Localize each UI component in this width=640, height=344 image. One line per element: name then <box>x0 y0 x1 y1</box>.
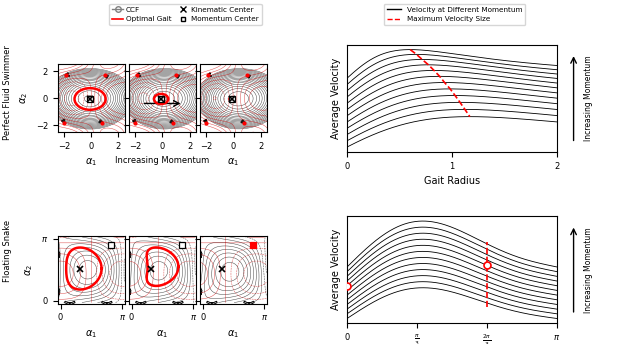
Polygon shape <box>198 249 202 255</box>
Polygon shape <box>175 302 180 304</box>
X-axis label: $\alpha_1$: $\alpha_1$ <box>156 328 168 340</box>
Polygon shape <box>63 119 65 123</box>
Polygon shape <box>129 289 130 294</box>
Polygon shape <box>175 75 179 76</box>
Polygon shape <box>207 75 211 76</box>
Polygon shape <box>136 75 140 76</box>
Polygon shape <box>136 301 141 305</box>
Polygon shape <box>65 301 70 305</box>
Polygon shape <box>246 75 250 78</box>
Polygon shape <box>198 286 202 291</box>
Polygon shape <box>249 301 254 305</box>
Polygon shape <box>138 302 143 304</box>
Polygon shape <box>100 120 103 123</box>
Text: Floating Snake: Floating Snake <box>3 220 12 282</box>
Y-axis label: Average Velocity: Average Velocity <box>332 58 342 139</box>
X-axis label: $\alpha_1$: $\alpha_1$ <box>227 157 239 168</box>
X-axis label: Gait Radius: Gait Radius <box>424 176 480 186</box>
Polygon shape <box>134 119 136 123</box>
Polygon shape <box>178 301 183 305</box>
Polygon shape <box>127 249 131 255</box>
Polygon shape <box>56 249 60 255</box>
Polygon shape <box>129 252 130 257</box>
Text: Increasing Momentum: Increasing Momentum <box>584 227 593 313</box>
X-axis label: $\alpha_1$: $\alpha_1$ <box>85 157 97 168</box>
Polygon shape <box>209 302 214 304</box>
Polygon shape <box>132 120 136 123</box>
Y-axis label: Average Velocity: Average Velocity <box>332 229 342 310</box>
Polygon shape <box>127 254 131 260</box>
Polygon shape <box>61 120 65 123</box>
Polygon shape <box>204 120 207 123</box>
Polygon shape <box>198 291 202 297</box>
X-axis label: Increasing Momentum: Increasing Momentum <box>115 157 209 165</box>
Polygon shape <box>58 252 59 257</box>
Polygon shape <box>67 302 72 304</box>
Polygon shape <box>242 120 245 123</box>
Polygon shape <box>136 73 140 76</box>
X-axis label: $\alpha_1$: $\alpha_1$ <box>85 328 97 340</box>
Polygon shape <box>56 254 60 260</box>
Polygon shape <box>173 301 178 305</box>
Polygon shape <box>56 291 60 297</box>
Y-axis label: $\alpha_2$: $\alpha_2$ <box>24 264 35 276</box>
Polygon shape <box>200 289 201 294</box>
Text: Increasing Momentum: Increasing Momentum <box>584 55 593 141</box>
X-axis label: $\alpha_1$: $\alpha_1$ <box>227 328 239 340</box>
Polygon shape <box>200 252 201 257</box>
Polygon shape <box>65 73 68 76</box>
Polygon shape <box>141 301 146 305</box>
Polygon shape <box>56 286 60 291</box>
Polygon shape <box>99 121 102 123</box>
Polygon shape <box>127 286 131 291</box>
Polygon shape <box>104 75 108 78</box>
Polygon shape <box>70 301 75 305</box>
Polygon shape <box>170 121 173 123</box>
Y-axis label: $\alpha_2$: $\alpha_2$ <box>19 92 30 104</box>
Polygon shape <box>58 289 59 294</box>
Polygon shape <box>241 121 245 123</box>
Polygon shape <box>65 75 69 76</box>
Polygon shape <box>104 302 109 304</box>
Polygon shape <box>104 75 108 76</box>
Polygon shape <box>246 75 250 76</box>
Text: Perfect Fluid Swimmer: Perfect Fluid Swimmer <box>3 45 12 140</box>
Polygon shape <box>207 73 211 76</box>
Polygon shape <box>127 291 131 297</box>
Polygon shape <box>198 254 202 260</box>
Polygon shape <box>171 120 174 123</box>
Legend: CCF, Optimal Gait, Kinematic Center, Momentum Center: CCF, Optimal Gait, Kinematic Center, Mom… <box>109 3 262 25</box>
Polygon shape <box>205 119 207 123</box>
Polygon shape <box>175 75 179 78</box>
Polygon shape <box>212 301 217 305</box>
Polygon shape <box>207 301 212 305</box>
Polygon shape <box>244 301 249 305</box>
Legend: Velocity at Different Momentum, Maximum Velocity Size: Velocity at Different Momentum, Maximum … <box>383 3 525 25</box>
Polygon shape <box>246 302 252 304</box>
Polygon shape <box>107 301 112 305</box>
Polygon shape <box>102 301 107 305</box>
